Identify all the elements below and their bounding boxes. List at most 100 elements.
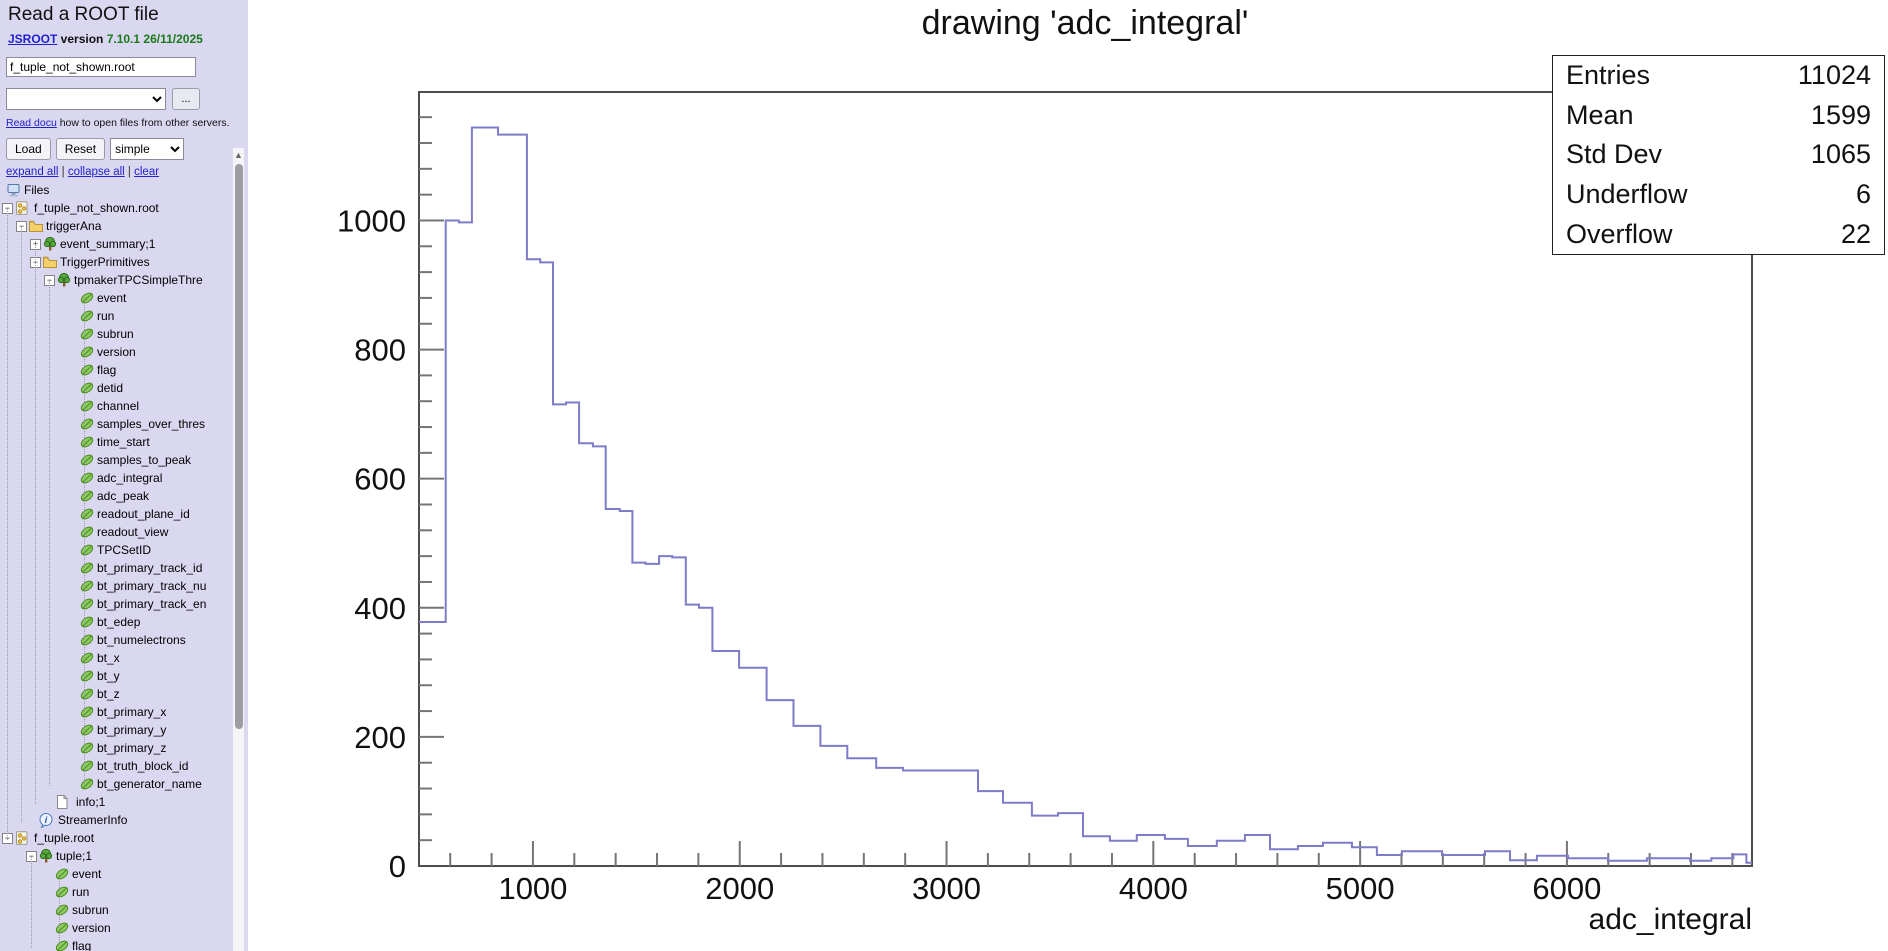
- stats-value: 1599: [1810, 99, 1871, 130]
- leaf-icon: [79, 416, 95, 432]
- tree-item-event[interactable]: event: [0, 865, 232, 883]
- tree-item-subrun[interactable]: subrun: [0, 901, 232, 919]
- tree-item-label: bt_primary_track_nu: [97, 579, 207, 593]
- tree-item-tpmakertpcsimplethre[interactable]: − tpmakerTPCSimpleThre: [0, 271, 232, 289]
- stats-row: Overflow 22: [1553, 214, 1884, 254]
- tree-item-label: TPCSetID: [97, 543, 152, 557]
- tree-item-label: bt_truth_block_id: [97, 759, 189, 773]
- version-label: version: [57, 32, 107, 46]
- tree-item-label: bt_primary_y: [97, 723, 167, 737]
- file-select[interactable]: [6, 88, 166, 110]
- load-button[interactable]: Load: [6, 138, 51, 160]
- tree-item-label: bt_primary_track_en: [97, 597, 207, 611]
- tree-item-flag[interactable]: flag: [0, 937, 232, 951]
- tree-item-label: f_tuple_not_shown.root: [34, 201, 159, 215]
- browse-button[interactable]: ...: [172, 88, 200, 110]
- tree-item-f-tuple-not-shown-root[interactable]: − f_tuple_not_shown.root: [0, 199, 232, 217]
- tree-guide-line: [31, 856, 32, 948]
- stats-box: Entries 11024 Mean 1599 Std Dev 1065 Underflow…: [1552, 55, 1885, 255]
- tree-item-label: readout_plane_id: [97, 507, 190, 521]
- y-tick-label: 800: [354, 333, 406, 368]
- tree-item-label: tuple;1: [56, 849, 93, 863]
- tree-item-label: adc_peak: [97, 489, 150, 503]
- tree-item-label: bt_primary_track_id: [97, 561, 203, 575]
- folder-icon: [42, 254, 58, 270]
- tree-guide-line: [35, 244, 36, 804]
- folder-icon: [28, 218, 44, 234]
- tree-item-label: bt_primary_x: [97, 705, 167, 719]
- stats-label: Mean: [1566, 99, 1634, 130]
- tree-item-label: readout_view: [97, 525, 169, 539]
- tree-item-label: run: [97, 309, 115, 323]
- tree-item-label: detid: [97, 381, 124, 395]
- tree-icon: [56, 272, 72, 288]
- tree-item-files[interactable]: Files: [0, 181, 232, 199]
- button-row: Load Reset simple: [6, 138, 185, 160]
- tree-guide-line: [21, 226, 22, 822]
- tree-item-run[interactable]: run: [0, 883, 232, 901]
- tree-item-tuple-1[interactable]: − tuple;1: [0, 847, 232, 865]
- collapse-all-link[interactable]: collapse all: [67, 166, 125, 178]
- scrollbar-thumb[interactable]: [234, 164, 243, 729]
- expand-all-link[interactable]: expand all: [6, 166, 59, 178]
- x-tick-label: 3000: [912, 871, 981, 906]
- tree-item-bt-numelectrons[interactable]: bt_numelectrons: [0, 631, 232, 649]
- leaf-icon: [79, 758, 95, 774]
- leaf-icon: [79, 596, 95, 612]
- stats-value: 6: [1855, 179, 1871, 210]
- read-docu-link[interactable]: Read docu: [6, 117, 57, 129]
- stats-value: 11024: [1797, 60, 1871, 91]
- tree-scrollbar[interactable]: ▲: [233, 148, 244, 951]
- page-icon: [54, 794, 70, 810]
- scroll-up-arrow-icon[interactable]: ▲: [233, 148, 244, 162]
- tree-item-label: Files: [24, 183, 50, 197]
- docu-line: Read docu how to open files from other s…: [6, 117, 230, 129]
- tree-item-version[interactable]: version: [0, 919, 232, 937]
- layout-select[interactable]: simple: [110, 138, 185, 160]
- info-icon: i: [38, 812, 54, 829]
- rootfile-icon: [14, 200, 30, 216]
- jsroot-link[interactable]: JSROOT: [8, 32, 58, 46]
- tree-guide-line: [59, 874, 60, 948]
- stats-label: Std Dev: [1566, 139, 1663, 170]
- rootfile-icon: [14, 830, 30, 846]
- leaf-icon: [79, 686, 95, 702]
- tree-item-label: samples_to_peak: [97, 453, 192, 467]
- reset-button[interactable]: Reset: [55, 138, 106, 160]
- tree-item-f-tuple-root[interactable]: − f_tuple.root: [0, 829, 232, 847]
- file-tree: Files − f_tuple_not_shown.root − triggerAna +…: [0, 181, 232, 951]
- histogram-line: [419, 126, 1752, 864]
- tree-item-label: event: [97, 291, 127, 305]
- tree-item-label: version: [72, 921, 111, 935]
- version-line: JSROOT version 7.10.1 26/11/2025: [8, 32, 203, 46]
- sidebar: Read a ROOT file JSROOT version 7.10.1 2…: [0, 0, 248, 951]
- leaf-icon: [79, 470, 95, 486]
- tree-item-info-1[interactable]: info;1: [0, 793, 232, 811]
- x-tick-label: 5000: [1326, 871, 1395, 906]
- leaf-icon: [54, 866, 70, 882]
- leaf-icon: [54, 884, 70, 900]
- leaf-icon: [79, 776, 95, 792]
- x-tick-label: 2000: [705, 871, 774, 906]
- stats-row: Underflow 6: [1553, 175, 1884, 215]
- filename-input[interactable]: [6, 57, 196, 77]
- computer-icon: [6, 182, 22, 198]
- tree-item-label: f_tuple.root: [34, 831, 95, 845]
- tree-icon: [38, 848, 54, 864]
- tree-item-label: subrun: [97, 327, 134, 341]
- y-tick-label: 400: [354, 591, 406, 626]
- stats-row: Mean 1599: [1553, 96, 1884, 136]
- leaf-icon: [79, 650, 95, 666]
- stats-row: Entries 11024: [1553, 56, 1884, 96]
- tree-links: expand all | collapse all | clear: [6, 166, 160, 178]
- leaf-icon: [79, 614, 95, 630]
- clear-link[interactable]: clear: [134, 166, 160, 178]
- tree-item-streamerinfo[interactable]: i StreamerInfo: [0, 811, 232, 829]
- tree-item-triggerana[interactable]: − triggerAna: [0, 217, 232, 235]
- leaf-icon: [79, 722, 95, 738]
- leaf-icon: [79, 362, 95, 378]
- leaf-icon: [54, 920, 70, 936]
- stats-label: Entries: [1566, 60, 1651, 91]
- leaf-icon: [79, 344, 95, 360]
- leaf-icon: [79, 326, 95, 342]
